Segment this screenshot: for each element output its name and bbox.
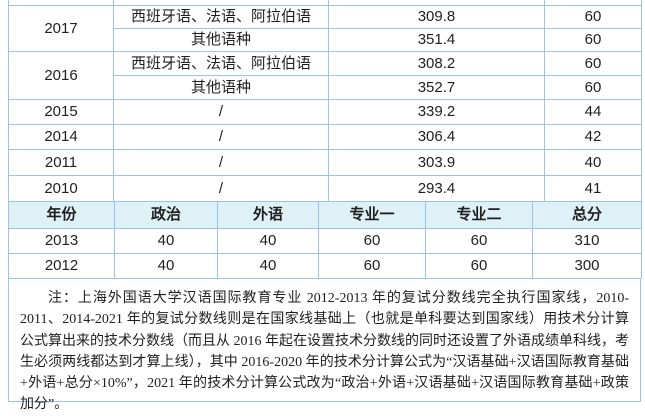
language-cell: /: [113, 175, 329, 202]
language-cell: 西班牙语、法语、阿拉伯语: [113, 51, 329, 76]
year-cell: 2011: [8, 149, 114, 176]
score-cell: 303.9: [328, 149, 545, 176]
major2-cell: 60: [425, 253, 533, 279]
foreign-line-cell: 42: [544, 124, 642, 150]
header-cell-major1: 专业一: [318, 201, 426, 229]
national-line-row-2013: 2013 40 40 60 60 310: [8, 228, 642, 254]
foreign-line-cell: 44: [544, 99, 642, 125]
score-cell: 352.7: [328, 75, 545, 100]
foreign-line-cell: 60: [544, 28, 642, 52]
document-body: 2017 西班牙语、法语、阿拉伯语 309.8 60 其他语种 351.4 60…: [8, 0, 642, 412]
score-cell: 293.4: [328, 175, 545, 202]
score-cell: 309.8: [328, 5, 545, 29]
note-box: 注：上海外国语大学汉语国际教育专业 2012-2013 年的复试分数线完全执行国…: [8, 278, 641, 412]
score-row-2011: 2011 / 303.9 40: [8, 149, 642, 176]
major2-cell: 60: [425, 228, 533, 254]
politics-cell: 40: [114, 228, 218, 254]
header-cell-major2: 专业二: [425, 201, 533, 229]
header-cell-foreign: 外语: [217, 201, 319, 229]
year-cell: 2016: [8, 51, 114, 100]
score-row-2017-a: 2017 西班牙语、法语、阿拉伯语 309.8 60: [8, 5, 642, 52]
header-cell-total: 总分: [532, 201, 642, 229]
total-cell: 300: [532, 253, 642, 279]
year-cell: 2015: [8, 99, 114, 125]
total-cell: 310: [532, 228, 642, 254]
score-row-2014: 2014 / 306.4 42: [8, 124, 642, 150]
year-cell: 2017: [8, 5, 114, 52]
foreign-line-cell: 60: [544, 51, 642, 76]
score-cell: 339.2: [328, 99, 545, 125]
year-cell: 2013: [8, 228, 115, 254]
language-cell: 其他语种: [113, 28, 329, 52]
major1-cell: 60: [318, 253, 426, 279]
score-cell: 306.4: [328, 124, 545, 150]
foreign-cell: 40: [217, 253, 319, 279]
foreign-line-cell: 60: [544, 75, 642, 100]
foreign-line-cell: 40: [544, 149, 642, 176]
year-cell: 2010: [8, 175, 114, 202]
score-row-2017-b: 其他语种 351.4 60: [9, 28, 642, 52]
header-cell-politics: 政治: [114, 201, 218, 229]
foreign-cell: 40: [217, 228, 319, 254]
note-text: 注：上海外国语大学汉语国际教育专业 2012-2013 年的复试分数线完全执行国…: [20, 291, 629, 413]
score-row-2016-a: 2016 西班牙语、法语、阿拉伯语 308.2 60: [8, 51, 642, 100]
language-cell: 西班牙语、法语、阿拉伯语: [113, 5, 329, 29]
year-cell: 2014: [8, 124, 114, 150]
language-cell: /: [113, 149, 329, 176]
score-cell: 351.4: [328, 28, 545, 52]
national-line-table: 年份 政治 外语 专业一 专业二 总分 2013 40 40 60 60 310…: [8, 201, 642, 279]
score-row-2010: 2010 / 293.4 41: [8, 175, 642, 202]
score-row-2015: 2015 / 339.2 44: [8, 99, 642, 125]
foreign-line-cell: 41: [544, 175, 642, 202]
language-cell: /: [113, 124, 329, 150]
politics-cell: 40: [114, 253, 218, 279]
national-line-row-2012: 2012 40 40 60 60 300: [8, 253, 642, 279]
year-cell: 2012: [8, 253, 115, 279]
foreign-line-cell: 60: [544, 5, 642, 29]
major1-cell: 60: [318, 228, 426, 254]
national-line-header-row: 年份 政治 外语 专业一 专业二 总分: [8, 201, 642, 229]
score-cell: 308.2: [328, 51, 545, 76]
language-cell: 其他语种: [113, 75, 329, 100]
score-table: 2017 西班牙语、法语、阿拉伯语 309.8 60 其他语种 351.4 60…: [8, 0, 642, 202]
header-cell-year: 年份: [8, 201, 115, 229]
language-cell: /: [113, 99, 329, 125]
